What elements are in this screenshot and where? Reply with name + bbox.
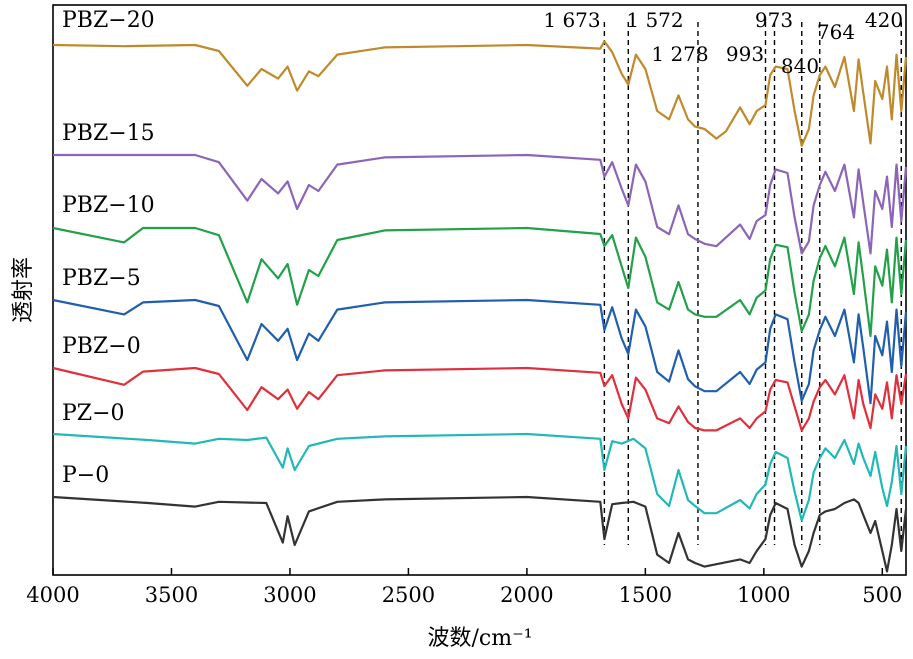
series-line-4: [52, 366, 908, 432]
peak-labels: 1 673 1 572 1 278 993 973 840 764 420: [543, 8, 903, 78]
series-line-5: [52, 432, 908, 522]
peak-label: 973: [755, 8, 793, 32]
x-axis-ticks: 4000 3500 3000 2500 2000 1500 1000 500: [26, 568, 902, 607]
series-label: PBZ−15: [62, 121, 155, 146]
series-label: P−0: [62, 463, 109, 488]
reference-lines: [603, 22, 902, 545]
plot-frame: [52, 4, 907, 576]
series-layer: [52, 40, 908, 573]
series-line-0: [52, 40, 908, 147]
x-tick-label: 2500: [382, 583, 435, 607]
series-labels: PBZ−20 PBZ−15 PBZ−10 PBZ−5 PBZ−0 PZ−0 P−0: [62, 8, 155, 488]
peak-label: 993: [726, 42, 764, 66]
x-tick-label: 2000: [500, 583, 553, 607]
series-label: PZ−0: [62, 401, 125, 426]
x-axis-title: 波数/cm⁻¹: [427, 626, 532, 651]
x-tick-label: 500: [862, 583, 902, 607]
peak-label: 840: [781, 54, 819, 78]
x-tick-label: 4000: [26, 583, 79, 607]
series-label: PBZ−5: [62, 266, 141, 291]
series-label: PBZ−20: [62, 8, 155, 33]
series-label: PBZ−0: [62, 334, 141, 359]
x-tick-label: 1000: [737, 583, 790, 607]
series-label: PBZ−10: [62, 193, 155, 218]
peak-label: 420: [865, 8, 903, 32]
x-tick-label: 3500: [145, 583, 198, 607]
series-line-1: [53, 153, 908, 255]
y-axis-title: 透射率: [11, 257, 36, 323]
peak-label: 764: [817, 20, 855, 44]
x-tick-label: 1500: [619, 583, 672, 607]
series-line-2: [52, 226, 908, 338]
series-line-6: [52, 495, 908, 573]
peak-label: 1 278: [651, 42, 708, 66]
peak-label: 1 673: [543, 8, 600, 32]
peak-label: 1 572: [626, 8, 683, 32]
x-tick-label: 3000: [263, 583, 316, 607]
series-line-3: [52, 298, 908, 405]
